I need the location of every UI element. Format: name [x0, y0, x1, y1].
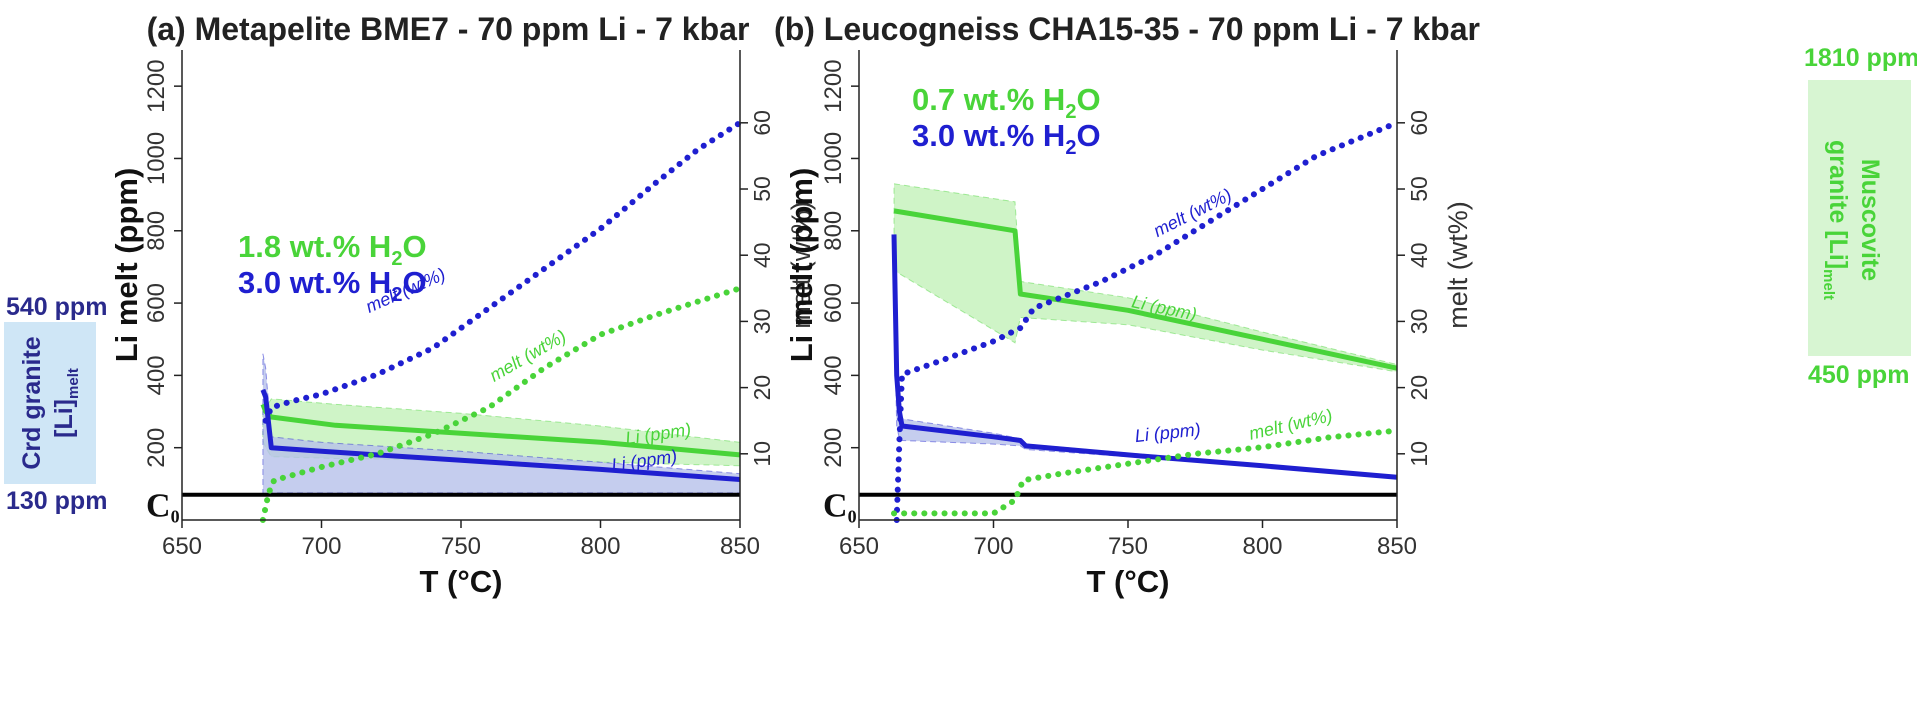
muscovite-granite-bottom-value: 450 ppm [1808, 361, 1909, 389]
x-tick-label: 800 [580, 533, 620, 560]
muscovite-granite-li-label: granite [Li]melt [1820, 140, 1852, 300]
y-tick-label: 1200 [820, 59, 847, 112]
y-tick-label: 600 [820, 283, 847, 323]
y2-tick-label: 50 [749, 176, 775, 202]
muscovite-granite-top-value: 1810 ppm [1804, 44, 1917, 72]
chart-title: (a) Metapelite BME7 - 70 ppm Li - 7 kbar [147, 11, 750, 47]
y2-tick-label: 20 [1406, 375, 1432, 401]
x-tick-label: 650 [839, 533, 879, 560]
series-annotation: melt (wt%) [486, 326, 570, 386]
left-side-box: 540 ppm 130 ppm Crd granite [Li]melt [4, 293, 107, 515]
y-tick-label: 400 [820, 355, 847, 395]
y2-axis-label: melt (wt%) [786, 201, 816, 329]
x-tick-label: 750 [1108, 533, 1148, 560]
chart-title: (b) Leucogneiss CHA15-35 - 70 ppm Li - 7… [774, 11, 1480, 47]
crd-granite-range-box [4, 322, 96, 484]
y2-tick-label: 60 [1406, 110, 1432, 136]
y2-tick-label: 30 [749, 309, 775, 335]
x-axis-label: T (°C) [420, 564, 503, 599]
x-tick-label: 700 [301, 533, 341, 560]
y-tick-label: 1200 [143, 59, 170, 112]
y2-tick-label: 40 [1406, 242, 1432, 268]
series-green-li [893, 208, 1398, 371]
y-tick-label: 800 [820, 211, 847, 251]
y-tick-label: 1000 [820, 132, 847, 185]
muscovite-granite-label: Muscovite [1856, 159, 1884, 281]
y2-tick-label: 20 [749, 375, 775, 401]
y-axis-label: Li melt (ppm) [109, 168, 144, 363]
panel-a: (a) Metapelite BME7 - 70 ppm Li - 7 kbar… [109, 11, 816, 599]
x-tick-label: 750 [441, 533, 481, 560]
muscovite-granite-range-box [1808, 80, 1911, 356]
y2-tick-label: 30 [1406, 309, 1432, 335]
y-tick-label: 200 [143, 428, 170, 468]
y-axis-label: Li melt (ppm) [784, 168, 819, 363]
right-side-box: 1810 ppm 450 ppm Muscovite granite [Li]m… [1804, 44, 1917, 389]
crd-granite-li-label: [Li]melt [50, 368, 82, 438]
series-blue-li [260, 388, 741, 482]
c0-label: C0 [823, 488, 857, 527]
crd-granite-top-value: 540 ppm [6, 293, 107, 321]
legend-item-blue: 3.0 wt.% H2O [912, 118, 1101, 159]
series-blue-melt [893, 119, 1400, 523]
panel-b: (b) Leucogneiss CHA15-35 - 70 ppm Li - 7… [774, 11, 1480, 599]
y2-axis-label: melt (wt%) [1443, 201, 1473, 329]
y2-tick-label: 50 [1406, 176, 1432, 202]
y2-tick-label: 40 [749, 242, 775, 268]
legend-item-blue: 3.0 wt.% H2O [238, 265, 427, 306]
legend-item-green: 1.8 wt.% H2O [238, 229, 427, 270]
x-tick-label: 850 [720, 533, 760, 560]
y-tick-label: 800 [143, 211, 170, 251]
y2-tick-label: 10 [749, 441, 775, 467]
y2-tick-label: 60 [749, 110, 775, 136]
series-blue-li [891, 234, 1398, 480]
crd-granite-bottom-value: 130 ppm [6, 487, 107, 515]
y-tick-label: 600 [143, 283, 170, 323]
x-tick-label: 800 [1242, 533, 1282, 560]
uncertainty-band-green [893, 183, 1398, 373]
series-blue-melt [262, 119, 743, 424]
y2-tick-label: 10 [1406, 441, 1432, 467]
x-axis-label: T (°C) [1087, 564, 1170, 599]
series-green-melt [891, 427, 1400, 517]
x-tick-label: 700 [973, 533, 1013, 560]
c0-label: C0 [146, 488, 180, 527]
y-tick-label: 1000 [143, 132, 170, 185]
uncertainty-band-blue [893, 234, 1398, 479]
y-tick-label: 400 [143, 355, 170, 395]
crd-granite-label: Crd granite [18, 336, 46, 469]
x-tick-label: 650 [162, 533, 202, 560]
y-tick-label: 200 [820, 428, 847, 468]
series-annotation: Li (ppm) [1134, 419, 1202, 446]
x-tick-label: 850 [1377, 533, 1417, 560]
legend-item-green: 0.7 wt.% H2O [912, 82, 1101, 123]
